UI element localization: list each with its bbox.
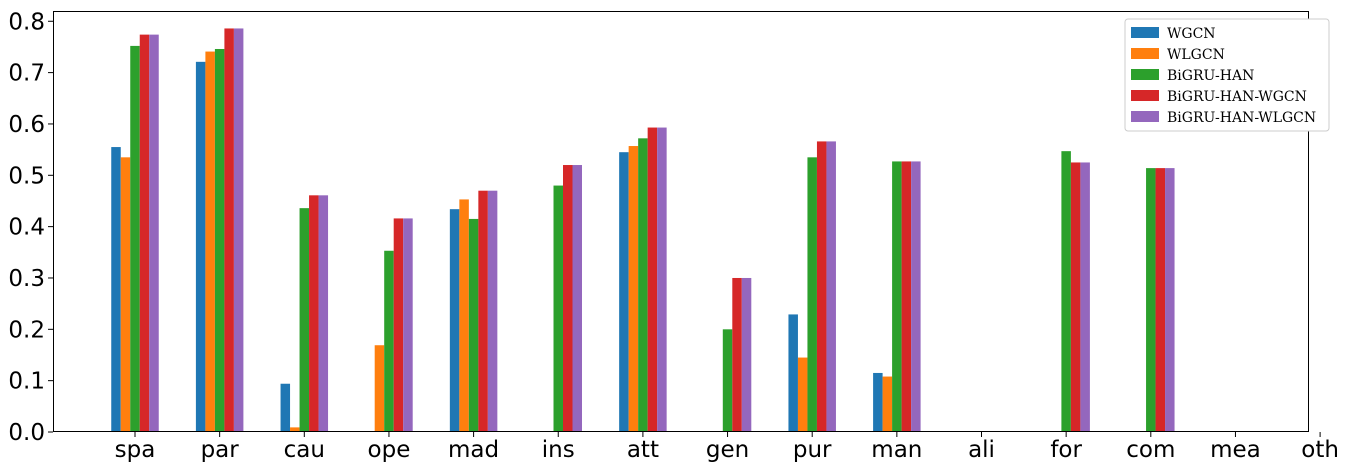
bar-WGCN-par [196,62,206,432]
bar-BiGRU-HAN-WLGCN-gen [742,278,752,432]
y-tick-label: 0.3 [8,266,45,292]
bar-BiGRU-HAN-ope [384,251,394,432]
bar-WGCN-spa [111,147,121,432]
bar-BiGRU-HAN-WLGCN-ins [573,165,583,432]
legend-swatch-WGCN [1131,27,1159,38]
y-tick-label: 0.8 [8,9,45,35]
bar-BiGRU-HAN-WLGCN-att [657,128,667,432]
series-BiGRU-HAN-WGCN [140,28,1165,432]
bar-BiGRU-HAN-att [638,138,648,432]
bar-BiGRU-HAN-WLGCN-for [1080,162,1090,432]
bar-BiGRU-HAN-WGCN-mad [478,191,488,432]
bar-BiGRU-HAN-spa [130,46,140,432]
bar-BiGRU-HAN-man [892,161,902,432]
x-axis: spa par cau ope mad ins att gen pur man ali for com m… [115,432,1339,463]
bar-BiGRU-HAN-WGCN-ope [394,218,404,432]
bar-BiGRU-HAN-WGCN-ins [563,165,573,432]
x-tick-label-pur: pur [793,437,832,463]
legend-swatch-WLGCN [1131,48,1159,59]
x-tick-label-mad: mad [448,437,499,463]
bar-BiGRU-HAN-com [1146,168,1156,432]
bar-BiGRU-HAN-pur [807,157,817,432]
bar-WLGCN-par [205,52,215,432]
x-tick-label-spa: spa [115,437,156,463]
legend: WGCN WLGCN BiGRU-HAN BiGRU-HAN-WGCN BiGRU-HA… [1125,19,1329,131]
bar-WLGCN-spa [121,157,131,432]
legend-label-WLGCN: WLGCN [1167,47,1225,63]
bar-BiGRU-HAN-WGCN-pur [817,141,827,432]
bar-BiGRU-HAN-gen [723,329,733,432]
bar-WGCN-att [619,152,629,432]
bar-WGCN-man [873,373,883,432]
bar-BiGRU-HAN-WGCN-man [902,161,912,432]
x-tick-label-par: par [201,437,240,463]
y-tick-label: 0.1 [8,369,45,395]
x-tick-label-mea: mea [1210,437,1261,463]
bar-BiGRU-HAN-WLGCN-cau [319,195,329,432]
bar-BiGRU-HAN-cau [300,208,310,432]
x-tick-label-ins: ins [542,437,575,463]
bar-WGCN-pur [788,314,798,432]
legend-swatch-BiGRU-HAN-WGCN [1131,90,1159,101]
bar-WLGCN-pur [798,358,808,432]
bar-BiGRU-HAN-WLGCN-pur [826,141,836,432]
bar-BiGRU-HAN-WLGCN-spa [149,35,159,432]
series-BiGRU-HAN [130,46,1155,432]
legend-label-BiGRU-HAN-WGCN: BiGRU-HAN-WGCN [1167,89,1307,105]
x-tick-label-ali: ali [968,437,995,463]
bar-WLGCN-att [629,146,639,432]
bar-BiGRU-HAN-WLGCN-ope [403,218,413,432]
x-tick-label-cau: cau [284,437,325,463]
y-axis: 0.0 0.1 0.2 0.3 0.4 0.5 0.6 0.7 0.8 [8,9,53,446]
bar-BiGRU-HAN-par [215,49,225,432]
bar-WLGCN-ope [375,345,385,432]
y-tick-label: 0.2 [8,317,45,343]
x-tick-label-man: man [871,437,922,463]
legend-label-BiGRU-HAN: BiGRU-HAN [1167,68,1254,84]
bar-BiGRU-HAN-WGCN-cau [309,195,319,432]
x-tick-label-gen: gen [706,437,749,463]
bar-BiGRU-HAN-WGCN-att [648,128,658,432]
bar-BiGRU-HAN-WGCN-for [1071,162,1081,432]
bar-WLGCN-mad [459,199,469,432]
bar-BiGRU-HAN-WLGCN-par [234,28,244,432]
x-tick-label-for: for [1050,437,1082,463]
x-tick-label-att: att [627,437,659,463]
bar-BiGRU-HAN-for [1061,151,1071,432]
bars [111,28,1174,432]
bar-BiGRU-HAN-WGCN-gen [732,278,742,432]
bar-BiGRU-HAN-WGCN-com [1156,168,1166,432]
bar-BiGRU-HAN-WGCN-par [224,28,234,432]
bar-BiGRU-HAN-WLGCN-mad [488,191,498,432]
legend-label-WGCN: WGCN [1167,26,1216,42]
x-tick-label-oth: oth [1301,437,1339,463]
bar-BiGRU-HAN-ins [554,186,564,432]
legend-swatch-BiGRU-HAN-WLGCN [1131,111,1159,122]
y-tick-label: 0.7 [8,61,45,87]
bar-WGCN-cau [281,384,291,432]
x-tick-label-ope: ope [368,437,411,463]
x-tick-label-com: com [1126,437,1175,463]
bar-BiGRU-HAN-WLGCN-com [1165,168,1175,432]
bar-BiGRU-HAN-mad [469,219,479,432]
bar-WLGCN-man [883,377,893,432]
y-tick-label: 0.5 [8,163,45,189]
bar-BiGRU-HAN-WGCN-spa [140,35,150,432]
y-tick-label: 0.6 [8,112,45,138]
y-tick-label: 0.0 [8,420,45,446]
bar-BiGRU-HAN-WLGCN-man [911,161,921,432]
legend-swatch-BiGRU-HAN [1131,69,1159,80]
legend-label-BiGRU-HAN-WLGCN: BiGRU-HAN-WLGCN [1167,110,1316,126]
y-tick-label: 0.4 [8,215,45,241]
bar-WGCN-mad [450,209,460,432]
